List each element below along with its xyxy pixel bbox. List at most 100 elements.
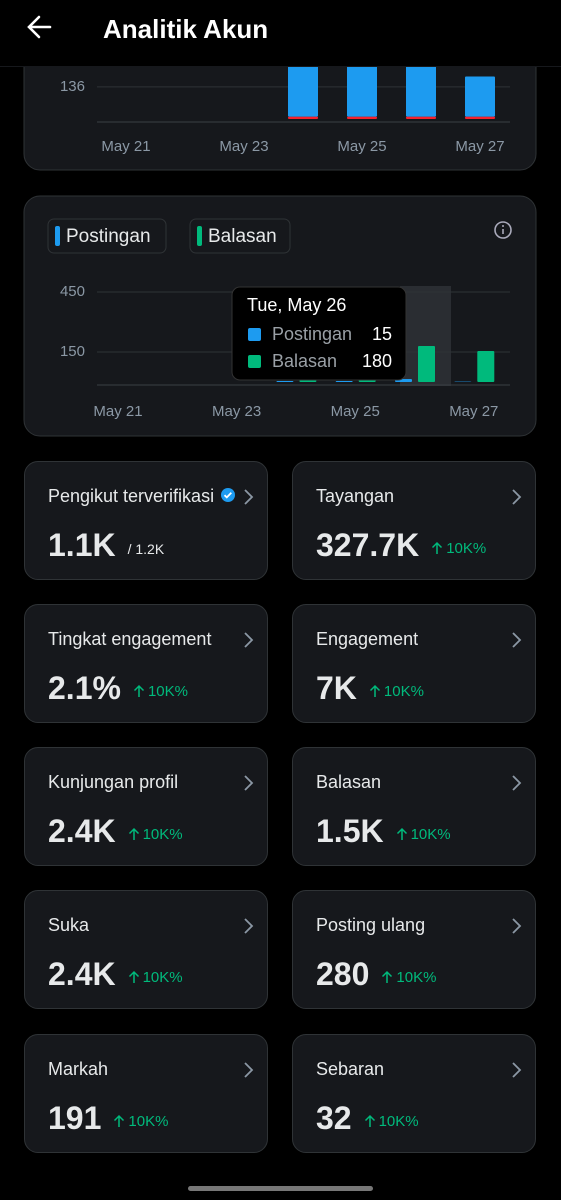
- stat-card[interactable]: Tayangan 327.7K 10K%: [292, 461, 536, 580]
- value-row: 2.1% 10K%: [48, 670, 188, 706]
- card-change: 10K%: [133, 683, 188, 700]
- chevron: [512, 918, 522, 934]
- up-arrow: [382, 970, 393, 983]
- stat-card[interactable]: Sebaran 32 10K%: [292, 1034, 536, 1153]
- tooltip: Tue, May 26 Postingan 15 Balasan 180: [231, 286, 407, 381]
- change-text: 10K%: [383, 682, 424, 700]
- card-change: 10K%: [128, 969, 183, 986]
- home-indicator: [188, 1186, 373, 1191]
- stat-card[interactable]: Suka 2.4K 10K%: [24, 890, 268, 1009]
- change-text: 10K%: [396, 968, 437, 986]
- x-tick-label: May 21: [101, 138, 150, 155]
- up-arrow: [432, 541, 443, 554]
- card-value: 2.4K: [48, 955, 116, 992]
- info-icon[interactable]: [494, 221, 512, 239]
- change-text: 10K%: [378, 1112, 419, 1130]
- chevron: [244, 489, 254, 505]
- chevron: [244, 775, 254, 791]
- bar: [418, 346, 435, 382]
- change-text: 10K%: [410, 825, 451, 843]
- card-value: 191: [48, 1099, 102, 1136]
- bar: [406, 55, 436, 117]
- change-text: 10K%: [446, 539, 487, 557]
- legend-swatch: [55, 226, 60, 246]
- bar: [465, 76, 495, 117]
- bar: [465, 116, 495, 119]
- value-row: 2.4K 10K%: [48, 812, 183, 849]
- card-value: 280: [316, 955, 370, 992]
- stat-card[interactable]: Balasan 1.5K 10K%: [292, 747, 536, 866]
- x-tick-label: May 25: [337, 138, 386, 155]
- stat-card[interactable]: Tingkat engagement 2.1% 10K%: [24, 604, 268, 723]
- value-row: 1.5K 10K%: [316, 812, 451, 849]
- tooltip-value: 180: [362, 351, 392, 371]
- bar: [347, 116, 377, 119]
- chevron: [512, 1062, 522, 1078]
- chevron: [512, 775, 522, 791]
- bar: [406, 116, 436, 119]
- verified-badge: [221, 488, 235, 502]
- card-change: 10K%: [396, 826, 451, 843]
- legend-box: [189, 218, 291, 254]
- card-change: 10K%: [381, 969, 436, 986]
- stat-card[interactable]: Markah 191 10K%: [24, 1034, 268, 1153]
- title: Analitik Akun: [103, 14, 269, 44]
- y-tick-label: 450: [60, 283, 85, 300]
- card-change: 10K%: [369, 683, 424, 700]
- change-text: 10K%: [147, 682, 188, 700]
- up-arrow: [364, 1114, 375, 1127]
- card-value: 327.7K: [316, 526, 420, 563]
- up-arrow: [114, 1114, 125, 1127]
- tooltip-value: 15: [372, 324, 392, 344]
- card-title: Tingkat engagement: [48, 628, 212, 649]
- chevron: [512, 632, 522, 648]
- tooltip-swatch: [248, 355, 261, 368]
- value-row: 2.4K 10K%: [48, 955, 183, 992]
- card-change: 10K%: [364, 1113, 419, 1130]
- value-row: 327.7K 10K%: [316, 526, 486, 563]
- stat-card[interactable]: Posting ulang 280 10K%: [292, 890, 536, 1009]
- change-text: 10K%: [128, 1112, 169, 1130]
- stat-card[interactable]: Pengikut terverifikasi 1.1K / 1.2K: [24, 461, 268, 580]
- chevron: [512, 489, 522, 505]
- card-title: Tayangan: [316, 485, 395, 506]
- legend-label: Postingan: [66, 226, 151, 247]
- bar: [347, 55, 377, 117]
- card-note: / 1.2K: [127, 541, 165, 557]
- legend-label: Balasan: [208, 226, 277, 247]
- tooltip-swatch: [248, 328, 261, 341]
- chevron: [244, 1062, 254, 1078]
- card-value: 1.5K: [316, 812, 384, 849]
- change-text: 10K%: [142, 825, 183, 843]
- card-change: 10K%: [128, 826, 183, 843]
- bar: [335, 381, 353, 382]
- card-value: 2.4K: [48, 812, 116, 849]
- y-tick-label: 150: [60, 343, 85, 360]
- card-title: Kunjungan profil: [48, 771, 179, 792]
- back-button[interactable]: [22, 8, 62, 48]
- card-value: 7K: [316, 669, 357, 706]
- tooltip-box: [231, 286, 407, 381]
- y-tick-label: 136: [60, 78, 85, 95]
- card-change: 10K%: [431, 540, 486, 557]
- card-title: Engagement: [316, 628, 419, 649]
- tooltip-label: Balasan: [272, 351, 337, 371]
- chevron: [244, 918, 254, 934]
- chevron: [244, 632, 254, 648]
- change-text: 10K%: [142, 968, 183, 986]
- stat-card[interactable]: Engagement 7K 10K%: [292, 604, 536, 723]
- card-title: Balasan: [316, 771, 382, 792]
- x-tick-label: May 27: [455, 138, 504, 155]
- up-arrow: [369, 684, 380, 697]
- value-row: 1.1K / 1.2K: [48, 527, 165, 563]
- card-title: Suka: [48, 914, 90, 935]
- stat-card[interactable]: Kunjungan profil 2.4K 10K%: [24, 747, 268, 866]
- card-title: Pengikut terverifikasi: [48, 485, 215, 506]
- legend-box: [47, 218, 167, 254]
- up-arrow: [133, 684, 144, 697]
- card-title: Markah: [48, 1058, 109, 1079]
- value-row: 280 10K%: [316, 955, 436, 992]
- bar: [276, 381, 294, 382]
- x-tick-label: May 25: [331, 403, 380, 420]
